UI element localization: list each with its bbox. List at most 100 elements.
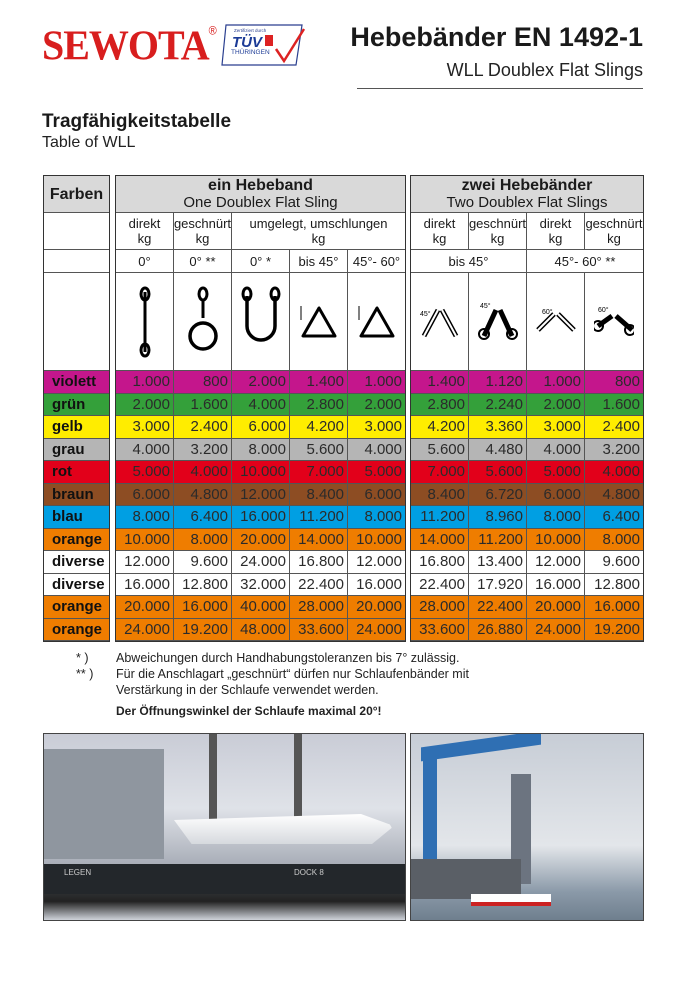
wll-value: 3.000 (348, 416, 405, 439)
wll-value: 19.200 (585, 618, 643, 641)
wll-value: 16.800 (290, 551, 348, 574)
wll-value: 2.800 (290, 393, 348, 416)
table-row: 5.600 4.480 4.000 3.200 (411, 438, 643, 461)
wll-value: 6.000 (116, 483, 174, 506)
color-label: rot (44, 461, 109, 484)
col-header: direkt kg (411, 213, 469, 250)
wll-value: 10.000 (232, 461, 290, 484)
sling-basket-icon (241, 286, 280, 342)
wll-value: 3.200 (585, 438, 643, 461)
wll-value: 2.400 (174, 416, 232, 439)
wll-value: 11.200 (290, 506, 348, 529)
wll-value: 16.000 (116, 573, 174, 596)
wll-value: 4.000 (116, 438, 174, 461)
wll-value: 2.400 (585, 416, 643, 439)
color-label: blau (44, 506, 109, 529)
color-label: diverse (44, 573, 109, 596)
wll-value: 8.400 (290, 483, 348, 506)
wll-value: 3.000 (116, 416, 174, 439)
wll-value: 24.000 (116, 618, 174, 641)
wll-value: 4.800 (174, 483, 232, 506)
wll-value: 5.000 (527, 461, 585, 484)
wll-value: 10.000 (348, 528, 405, 551)
icon-cell: 45° (411, 273, 469, 371)
footnote-mark-2: ** ) (76, 667, 94, 681)
wll-value: 6.400 (585, 506, 643, 529)
icon-cell: 60° (527, 273, 585, 371)
footnote-2: Für die Anschlagart „geschnürt“ dürfen n… (116, 667, 469, 697)
wll-value: 8.960 (469, 506, 527, 529)
color-row: grün (44, 393, 109, 416)
wll-value: 28.000 (411, 596, 469, 619)
table-row: 5.000 4.000 10.000 7.000 5.000 (116, 461, 405, 484)
color-label: grau (44, 438, 109, 461)
wll-value: 4.000 (585, 461, 643, 484)
wll-value: 3.000 (527, 416, 585, 439)
crane-cable (294, 734, 302, 819)
color-row: orange (44, 618, 109, 641)
table-row: 10.000 8.000 20.000 14.000 10.000 (116, 528, 405, 551)
wll-value: 2.000 (527, 393, 585, 416)
crane-leg (423, 749, 437, 859)
wll-value: 1.600 (585, 393, 643, 416)
gantry-crane (421, 734, 541, 762)
col-header: direkt kg (527, 213, 585, 250)
angle-45-60: 45°- 60° ** (527, 250, 643, 273)
two-slings-choked-60-icon: 60° (594, 306, 634, 336)
wll-value: 33.600 (411, 618, 469, 641)
svg-text:45°: 45° (480, 302, 491, 310)
angle-cell: 0° (116, 250, 174, 273)
wll-value: 4.800 (585, 483, 643, 506)
table-row: 28.000 22.400 20.000 16.000 (411, 596, 643, 619)
wll-value: 6.400 (174, 506, 232, 529)
wll-value: 48.000 (232, 618, 290, 641)
table-row: 8.400 6.720 6.000 4.800 (411, 483, 643, 506)
color-row: diverse (44, 573, 109, 596)
page-title: Hebebänder EN 1492-1 (350, 22, 643, 52)
wll-value: 4.200 (411, 416, 469, 439)
wll-value: 4.200 (290, 416, 348, 439)
wll-value: 11.200 (469, 528, 527, 551)
angle-cell: 0° * (232, 250, 290, 273)
sling-choked-icon (187, 286, 218, 351)
wll-value: 8.000 (174, 528, 232, 551)
table-row: 3.000 2.400 6.000 4.200 3.000 (116, 416, 405, 439)
yacht (174, 814, 394, 844)
warning-note: Der Öffnungswinkel der Schlaufe maximal … (116, 704, 382, 718)
wll-value: 6.720 (469, 483, 527, 506)
table-row: 2.800 2.240 2.000 1.600 (411, 393, 643, 416)
wll-value: 16.000 (527, 573, 585, 596)
wll-value: 7.000 (290, 461, 348, 484)
color-row: braun (44, 483, 109, 506)
wll-value: 10.000 (116, 528, 174, 551)
color-label: grün (44, 393, 109, 416)
table-row: 4.200 3.360 3.000 2.400 (411, 416, 643, 439)
wll-value: 800 (174, 371, 232, 394)
table-row: 24.000 19.200 48.000 33.600 24.000 (116, 618, 405, 641)
wll-value: 2.000 (116, 393, 174, 416)
wll-value: 12.000 (116, 551, 174, 574)
blank-cell (44, 250, 109, 273)
wll-value: 12.000 (348, 551, 405, 574)
section-subtitle: Table of WLL (42, 134, 136, 151)
col-direkt: direkt kg (116, 213, 174, 250)
table-row: 4.000 3.200 8.000 5.600 4.000 (116, 438, 405, 461)
blank-cell (44, 273, 109, 371)
wll-value: 8.400 (411, 483, 469, 506)
color-row: violett (44, 371, 109, 394)
wll-value: 24.000 (232, 551, 290, 574)
table-row: 1.400 1.120 1.000 800 (411, 371, 643, 394)
table-row: 33.600 26.880 24.000 19.200 (411, 618, 643, 641)
angle-bis-45: bis 45° (411, 250, 527, 273)
two-slings-direct-45-icon: 45° (420, 308, 458, 337)
wll-value: 1.400 (290, 371, 348, 394)
dock-barge: LEGEN DOCK 8 (44, 864, 405, 894)
building (411, 859, 521, 899)
wll-value: 4.000 (232, 393, 290, 416)
wll-value: 2.000 (348, 393, 405, 416)
section-title: Tragfähigkeitstabelle (42, 111, 232, 132)
color-row: diverse (44, 551, 109, 574)
wll-value: 4.000 (174, 461, 232, 484)
color-label: gelb (44, 416, 109, 439)
wll-value: 5.000 (116, 461, 174, 484)
